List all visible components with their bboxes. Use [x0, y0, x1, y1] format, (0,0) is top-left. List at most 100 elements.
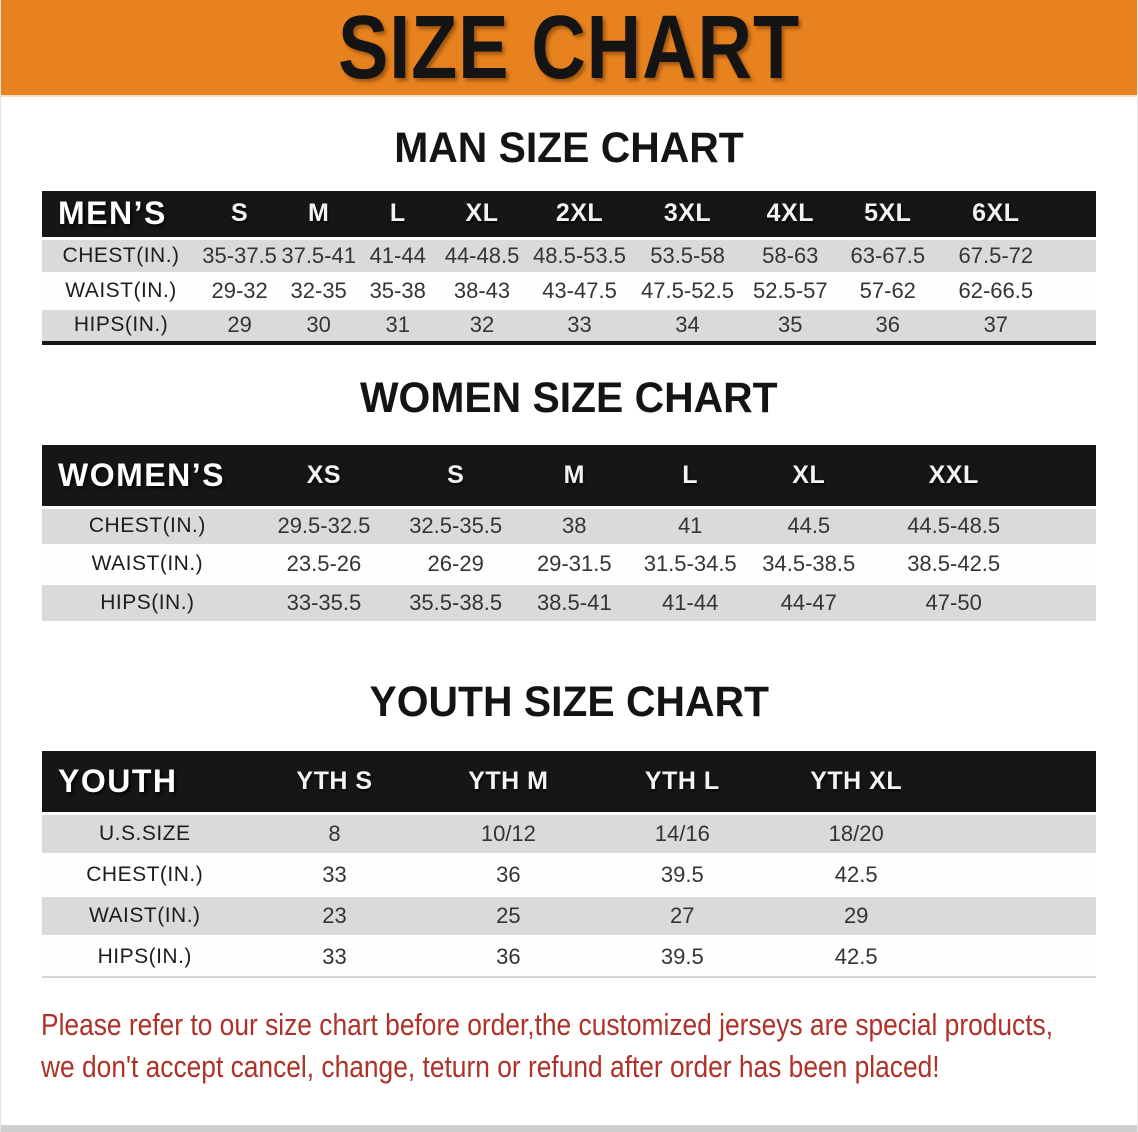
cell-spacer	[943, 854, 1096, 895]
row-label: U.S.SIZE	[98, 821, 191, 845]
youth-col-xl: YTH XL	[769, 751, 944, 813]
cell: 32-35	[290, 277, 347, 303]
cell: 38	[562, 513, 587, 538]
cell-spacer	[943, 936, 1096, 977]
row-label: CHEST(IN.)	[62, 243, 180, 267]
cell: 48.5-53.5	[533, 242, 626, 268]
men-hips-row: HIPS(IN.) 29 30 31 32 33 34 35 36 37	[42, 308, 1096, 343]
cell: 57-62	[859, 277, 916, 303]
bottom-divider	[1, 1125, 1137, 1132]
cell-spacer	[943, 895, 1096, 936]
youth-group-label: YOUTH	[42, 751, 248, 813]
cell: 34	[675, 312, 700, 338]
men-col-5xl: 5XL	[837, 191, 938, 238]
cell: 33	[322, 861, 347, 887]
cell-spacer	[943, 813, 1096, 854]
men-col-4xl: 4XL	[742, 191, 838, 238]
cell: 44.5	[787, 513, 831, 538]
women-col-s: S	[395, 445, 517, 507]
cell: 44.5-48.5	[907, 513, 1001, 538]
cell: 35-37.5	[202, 242, 277, 268]
cell: 38.5-41	[536, 589, 612, 615]
youth-chest-row: CHEST(IN.) 33 36 39.5 42.5	[42, 854, 1096, 895]
cell: 29-31.5	[536, 551, 612, 576]
cell: 42.5	[834, 943, 878, 969]
women-chest-row: CHEST(IN.) 29.5-32.5 32.5-35.5 38 41 44.…	[42, 507, 1096, 545]
cell: 44-48.5	[444, 242, 520, 268]
youth-col-spacer	[943, 751, 1096, 813]
women-col-xl: XL	[748, 445, 870, 507]
men-chest-row: CHEST(IN.) 35-37.5 37.5-41 41-44 44-48.5…	[42, 238, 1096, 273]
youth-section-heading-text: YOUTH SIZE CHART	[369, 678, 769, 726]
cell: 47-50	[925, 589, 982, 615]
cell: 67.5-72	[958, 242, 1034, 268]
cell-spacer	[1054, 238, 1096, 273]
cell: 35-38	[369, 277, 426, 303]
cell: 62-66.5	[958, 277, 1034, 303]
cell-spacer	[1054, 273, 1096, 308]
cell: 52.5-57	[752, 277, 828, 303]
men-size-table: MEN’S S M L XL 2XL 3XL 4XL 5XL 6XL CHEST…	[42, 191, 1096, 345]
row-label: CHEST(IN.)	[86, 862, 204, 886]
disclaimer-line-2-text: we don't accept cancel, change, teturn o…	[41, 1049, 940, 1084]
cell: 58-63	[762, 242, 819, 268]
cell-spacer	[1038, 545, 1096, 583]
youth-col-m: YTH M	[421, 751, 596, 813]
cell: 29	[843, 902, 869, 928]
youth-ussize-row: U.S.SIZE 8 10/12 14/16 18/20	[42, 813, 1096, 854]
men-col-3xl: 3XL	[632, 191, 743, 238]
cell: 26-29	[427, 551, 484, 576]
cell: 30	[306, 312, 331, 338]
disclaimer-line-1-text: Please refer to our size chart before or…	[41, 1007, 1054, 1042]
cell: 23	[322, 902, 347, 928]
cell: 31	[385, 312, 410, 338]
row-label: HIPS(IN.)	[97, 944, 192, 968]
women-section-heading: WOMEN SIZE CHART	[1, 375, 1137, 421]
cell: 32	[469, 312, 495, 338]
cell: 35	[778, 312, 803, 338]
cell-spacer	[1038, 583, 1096, 621]
cell: 37.5-41	[281, 242, 356, 268]
youth-header-row: YOUTH YTH S YTH M YTH L YTH XL	[42, 751, 1096, 813]
cell: 29.5-32.5	[277, 513, 371, 538]
women-header-row: WOMEN’S XS S M L XL XXL	[42, 445, 1096, 507]
women-group-label: WOMEN’S	[42, 445, 253, 507]
cell: 32.5-35.5	[409, 513, 503, 538]
cell: 33	[322, 943, 347, 969]
cell: 36	[496, 861, 521, 887]
men-col-2xl: 2XL	[526, 191, 633, 238]
cell-spacer	[1038, 507, 1096, 545]
cell: 47.5-52.5	[641, 277, 735, 303]
cell: 10/12	[480, 820, 536, 846]
banner: SIZE CHART	[1, 0, 1137, 97]
women-size-table: WOMEN’S XS S M L XL XXL CHEST(IN.) 29.5-…	[42, 445, 1096, 621]
cell: 31.5-34.5	[643, 551, 737, 576]
row-label: CHEST(IN.)	[88, 514, 206, 537]
women-waist-row: WAIST(IN.) 23.5-26 26-29 29-31.5 31.5-34…	[42, 545, 1096, 583]
cell: 14/16	[654, 820, 710, 846]
cell: 8	[328, 820, 341, 846]
women-hips-row: HIPS(IN.) 33-35.5 35.5-38.5 38.5-41 41-4…	[42, 583, 1096, 621]
cell: 43-47.5	[542, 277, 617, 303]
cell-spacer	[1054, 308, 1096, 343]
disclaimer-line-2: we don't accept cancel, change, teturn o…	[41, 1046, 1137, 1088]
cell: 63-67.5	[850, 242, 926, 268]
men-col-6xl: 6XL	[937, 191, 1054, 238]
cell: 29-32	[211, 277, 268, 303]
men-col-s: S	[200, 191, 280, 238]
men-section-heading: MAN SIZE CHART	[1, 125, 1137, 171]
row-label: WAIST(IN.)	[65, 278, 177, 302]
cell: 41-44	[662, 589, 719, 615]
row-label: WAIST(IN.)	[88, 903, 201, 927]
cell: 25	[496, 902, 521, 928]
cell: 36	[496, 943, 521, 969]
youth-section-heading: YOUTH SIZE CHART	[1, 679, 1137, 725]
men-section-heading-text: MAN SIZE CHART	[394, 124, 744, 172]
cell: 27	[670, 902, 695, 928]
men-col-l: L	[358, 191, 438, 238]
women-col-xs: XS	[252, 445, 396, 507]
youth-size-table: YOUTH YTH S YTH M YTH L YTH XL U.S.SIZE …	[42, 751, 1096, 978]
women-col-m: M	[516, 445, 633, 507]
cell: 36	[875, 312, 901, 338]
cell: 23.5-26	[286, 551, 362, 576]
